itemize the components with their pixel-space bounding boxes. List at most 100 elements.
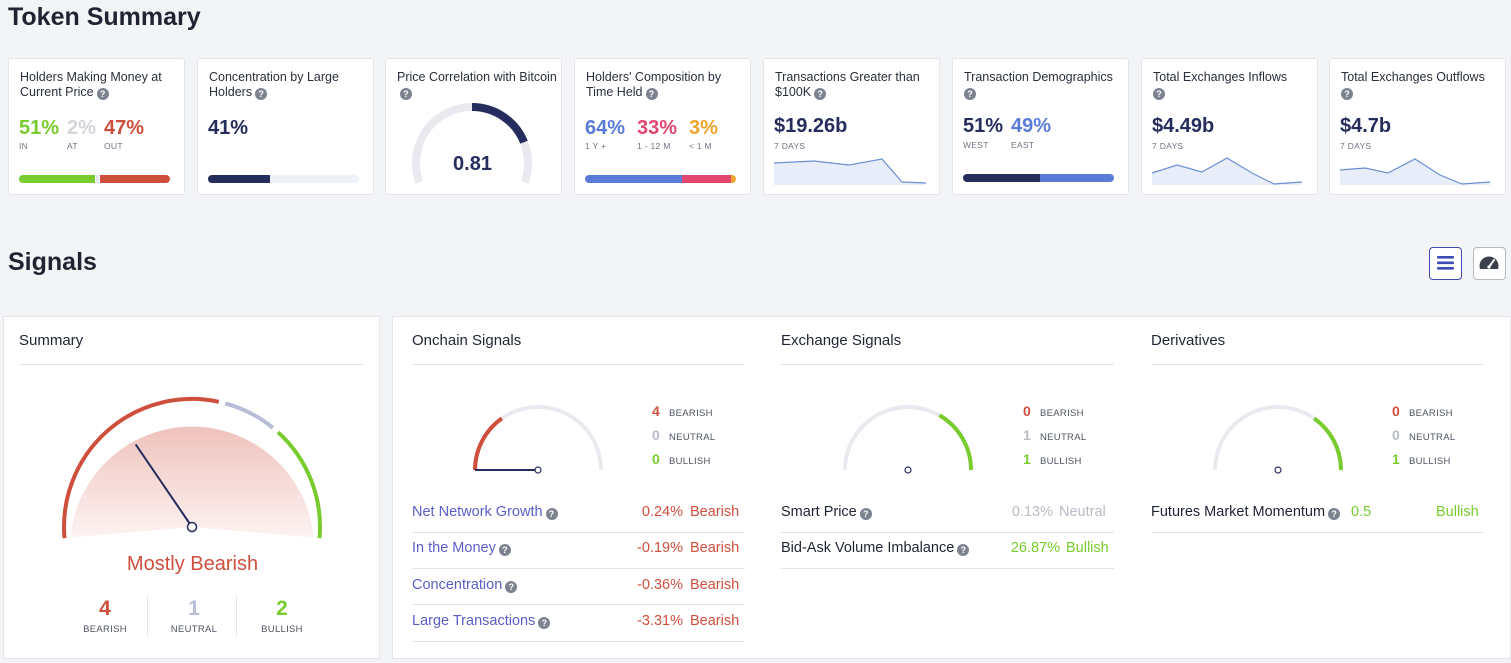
period-label: 7 DAYS xyxy=(774,141,806,151)
card-title: Transactions Greater than $100K xyxy=(775,70,920,99)
help-icon[interactable]: ? xyxy=(859,508,872,520)
gauge-track xyxy=(412,103,532,184)
card-title: Total Exchanges Inflows xyxy=(1153,70,1288,84)
in-segment xyxy=(19,175,95,183)
card-holders-composition[interactable]: Holders' Composition by Time Held? 64% 3… xyxy=(574,58,751,195)
west-segment xyxy=(963,174,1040,182)
onchain-gauge xyxy=(473,405,603,474)
signal-row-value: 0.24% xyxy=(641,504,683,520)
mid-term-label: 1 - 12 M xyxy=(637,141,671,151)
bullish-arc xyxy=(276,430,322,539)
card-concentration[interactable]: Concentration by Large Holders? 41% xyxy=(197,58,374,195)
signal-row-signal: Bearish xyxy=(690,577,740,593)
signal-row-name[interactable]: Large Transactions? xyxy=(412,613,551,629)
help-icon[interactable]: ? xyxy=(255,88,268,100)
signal-row-name[interactable]: Concentration? xyxy=(412,577,518,593)
divider xyxy=(412,604,745,605)
summary-gauge xyxy=(62,396,322,539)
signal-row-value: 0.13% xyxy=(1011,504,1053,520)
west-value: 51% xyxy=(963,115,1004,137)
gauge-track xyxy=(843,405,973,471)
summary-bearish-count: 4 xyxy=(99,597,111,620)
west-label: WEST xyxy=(963,140,989,150)
help-icon[interactable]: ? xyxy=(957,544,970,556)
concentration-value: 41% xyxy=(208,117,249,139)
needle-hub xyxy=(186,521,198,533)
signal-row-name[interactable]: Smart Price? xyxy=(781,504,872,520)
summary-neutral-count: 1 xyxy=(188,597,200,620)
in-value: 51% xyxy=(19,117,60,139)
divider xyxy=(1151,364,1484,365)
exchange-bullish-label: BULLISH xyxy=(1040,456,1082,467)
outflows-value: $4.7b xyxy=(1340,115,1392,137)
card-exchange-inflows[interactable]: Total Exchanges Inflows? $4.49b 7 DAYS xyxy=(1141,58,1318,195)
short-term-value: 3% xyxy=(689,117,718,139)
gauge-needle xyxy=(134,443,193,528)
help-icon[interactable]: ? xyxy=(505,581,518,593)
onchain-bearish-label: BEARISH xyxy=(669,408,713,419)
signal-row-name[interactable]: In the Money? xyxy=(412,540,511,556)
help-icon[interactable]: ? xyxy=(964,88,976,100)
out-value: 47% xyxy=(104,117,145,139)
signal-row-value: 26.87% xyxy=(1010,540,1060,556)
divider xyxy=(19,364,364,365)
signal-row-name[interactable]: Bid-Ask Volume Imbalance? xyxy=(781,540,970,556)
east-label: EAST xyxy=(1011,140,1035,150)
large-tx-sparkline xyxy=(774,158,927,185)
money-bar xyxy=(19,175,170,183)
card-large-transactions[interactable]: Transactions Greater than $100K? $19.26b… xyxy=(763,58,940,195)
gauge-fill xyxy=(70,426,314,538)
help-icon[interactable]: ? xyxy=(96,88,109,100)
signal-row-name[interactable]: Net Network Growth? xyxy=(412,504,558,520)
gauge-fill xyxy=(473,416,504,471)
gauge-fill xyxy=(471,103,528,144)
card-holders-making-money[interactable]: Holders Making Money at Current Price? 5… xyxy=(8,58,185,195)
large-tx-value: $19.26b xyxy=(774,115,848,137)
at-label: AT xyxy=(67,141,78,151)
help-icon[interactable]: ? xyxy=(400,88,412,100)
at-value: 2% xyxy=(67,117,96,139)
correlation-value: 0.81 xyxy=(453,153,492,175)
signal-row-name[interactable]: Futures Market Momentum? xyxy=(1151,504,1341,520)
exchange-neutral-count: 1 xyxy=(1023,427,1031,443)
card-title: Total Exchanges Outflows xyxy=(1341,70,1485,84)
signal-row-value: -3.31% xyxy=(637,613,683,629)
gauge-view-button[interactable] xyxy=(1473,247,1506,280)
sparkline-area xyxy=(774,159,926,185)
onchain-bullish-count: 0 xyxy=(652,451,660,467)
in-label: IN xyxy=(19,141,29,151)
exchange-gauge xyxy=(843,405,974,474)
concentration-bar xyxy=(208,175,359,183)
composition-bar xyxy=(585,175,736,183)
help-icon[interactable]: ? xyxy=(1328,508,1341,520)
onchain-neutral-count: 0 xyxy=(652,427,660,443)
help-icon[interactable]: ? xyxy=(538,617,551,629)
help-icon[interactable]: ? xyxy=(545,508,558,520)
help-icon[interactable]: ? xyxy=(645,88,658,100)
card-transaction-demographics[interactable]: Transaction Demographics? 51% 49% WEST E… xyxy=(952,58,1129,195)
help-icon[interactable]: ? xyxy=(498,544,511,556)
card-title: Holders Making Money at Current Price xyxy=(20,70,162,99)
outflows-sparkline xyxy=(1340,158,1491,185)
exchange-neutral-label: NEUTRAL xyxy=(1040,432,1087,443)
card-title: Price Correlation with Bitcoin xyxy=(397,70,557,84)
short-term-segment xyxy=(731,175,736,183)
onchain-bearish-count: 4 xyxy=(652,403,660,419)
help-icon[interactable]: ? xyxy=(1341,88,1353,100)
summary-panel: Summary Mostly Bearish 4 1 2 BEARISH NEU… xyxy=(3,316,380,659)
help-icon[interactable]: ? xyxy=(1153,88,1165,100)
signal-row-value: -0.36% xyxy=(637,577,683,593)
help-icon[interactable]: ? xyxy=(814,88,827,100)
gauge-icon xyxy=(1479,256,1499,269)
period-label: 7 DAYS xyxy=(1152,141,1184,151)
card-price-correlation[interactable]: Price Correlation with Bitcoin? 0.81 xyxy=(385,58,562,195)
signal-row-signal: Bullish xyxy=(1066,540,1109,556)
east-segment xyxy=(1040,174,1114,182)
needle-hub xyxy=(1274,466,1282,474)
card-exchange-outflows[interactable]: Total Exchanges Outflows? $4.7b 7 DAYS xyxy=(1329,58,1506,195)
list-view-button[interactable] xyxy=(1429,247,1462,280)
onchain-bullish-label: BULLISH xyxy=(669,456,711,467)
sparkline-line xyxy=(1152,157,1303,185)
divider xyxy=(1151,532,1484,533)
divider xyxy=(412,364,745,365)
